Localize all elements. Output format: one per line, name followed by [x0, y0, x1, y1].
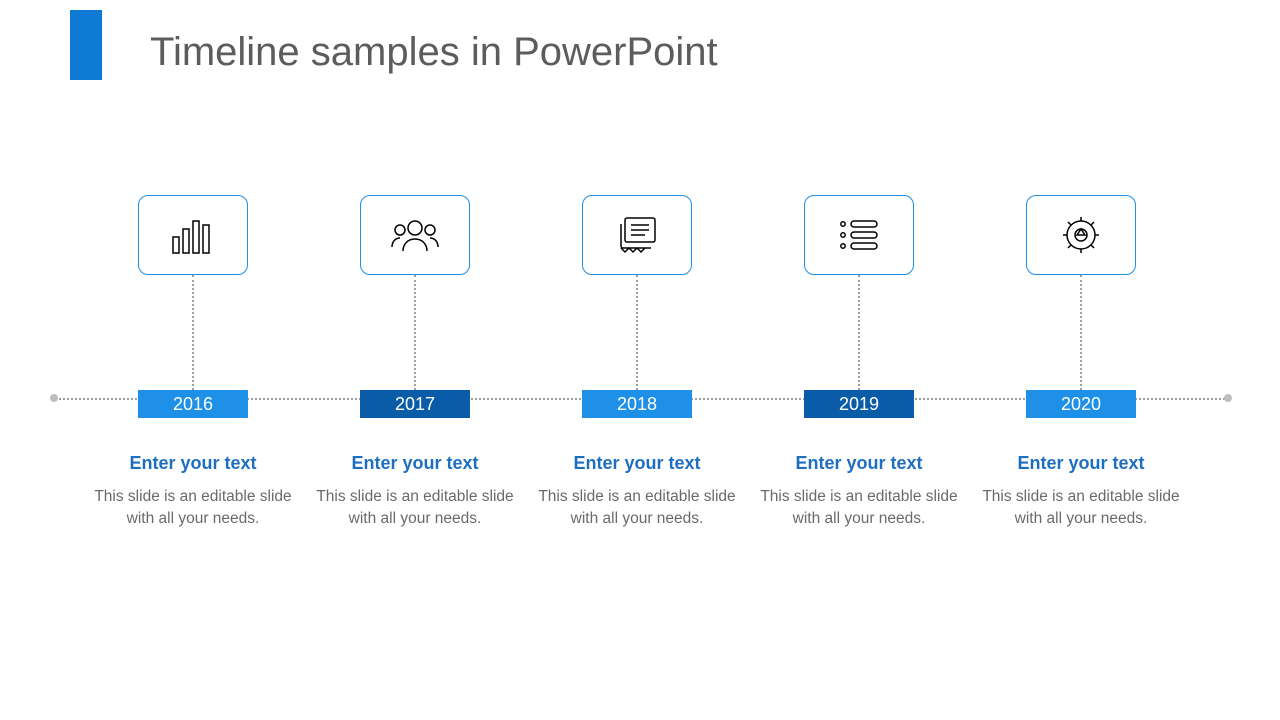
list-icon: [837, 218, 881, 252]
timeline-node: 2019 Enter your text This slide is an ed…: [754, 195, 964, 529]
connector-line: [636, 275, 638, 390]
people-icon: [391, 217, 439, 253]
axis-end-dot: [1224, 394, 1232, 402]
docs-icon: [615, 216, 659, 254]
year-badge: 2016: [138, 390, 248, 418]
node-heading: Enter your text: [976, 453, 1186, 474]
icon-card: [1026, 195, 1136, 275]
page-title: Timeline samples in PowerPoint: [150, 30, 718, 75]
node-body: This slide is an editable slide with all…: [754, 486, 964, 529]
icon-card: [360, 195, 470, 275]
connector-line: [414, 275, 416, 390]
gear-icon: [1060, 214, 1102, 256]
node-body: This slide is an editable slide with all…: [532, 486, 742, 529]
connector-line: [858, 275, 860, 390]
timeline-node: 2016 Enter your text This slide is an ed…: [88, 195, 298, 529]
icon-card: [582, 195, 692, 275]
year-badge: 2019: [804, 390, 914, 418]
node-body: This slide is an editable slide with all…: [310, 486, 520, 529]
icon-card: [138, 195, 248, 275]
timeline-node: 2018 Enter your text This slide is an ed…: [532, 195, 742, 529]
connector-line: [192, 275, 194, 390]
node-body: This slide is an editable slide with all…: [88, 486, 298, 529]
node-heading: Enter your text: [532, 453, 742, 474]
connector-line: [1080, 275, 1082, 390]
year-badge: 2017: [360, 390, 470, 418]
timeline-node: 2020 Enter your text This slide is an ed…: [976, 195, 1186, 529]
year-badge: 2018: [582, 390, 692, 418]
title-accent-bar: [70, 10, 102, 80]
node-body: This slide is an editable slide with all…: [976, 486, 1186, 529]
bar-chart-icon: [171, 215, 215, 255]
timeline-node: 2017 Enter your text This slide is an ed…: [310, 195, 520, 529]
node-heading: Enter your text: [310, 453, 520, 474]
icon-card: [804, 195, 914, 275]
slide: Timeline samples in PowerPoint 2016 Ente…: [0, 0, 1280, 720]
node-heading: Enter your text: [88, 453, 298, 474]
node-heading: Enter your text: [754, 453, 964, 474]
year-badge: 2020: [1026, 390, 1136, 418]
axis-end-dot: [50, 394, 58, 402]
